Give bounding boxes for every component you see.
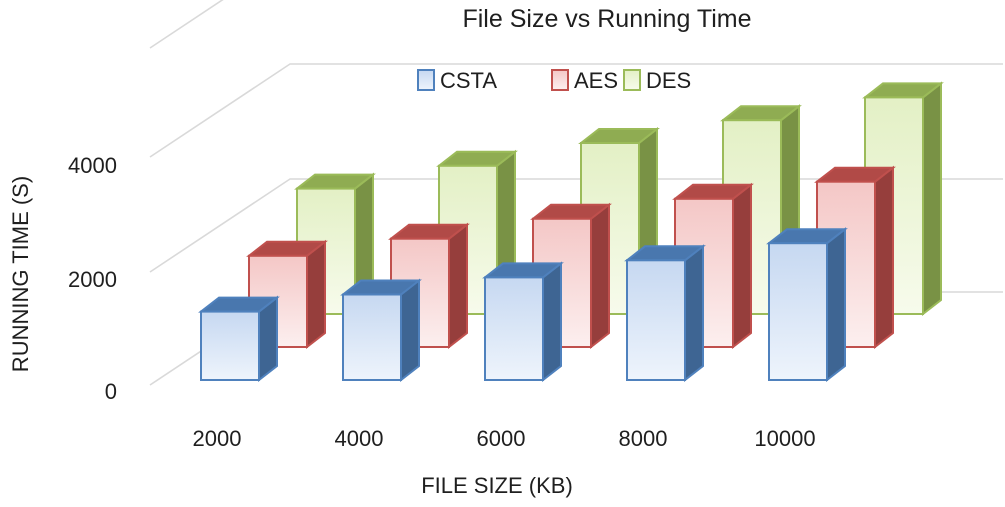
legend-label: DES — [646, 68, 691, 93]
legend: CSTA AES DES — [417, 68, 691, 93]
y-axis-ticks: 0 2000 4000 — [68, 153, 117, 404]
bar-side — [732, 182, 752, 350]
y-tick-label: 4000 — [68, 153, 117, 178]
chart-title: File Size vs Running Time — [462, 5, 751, 33]
x-axis-label: FILE SIZE (KB) — [421, 473, 573, 498]
legend-swatch — [417, 69, 435, 91]
x-axis-ticks: 2000 4000 6000 8000 10000 — [193, 426, 816, 451]
bar-side — [922, 81, 942, 317]
bar-csta-2000 — [198, 295, 280, 383]
legend-label: CSTA — [440, 68, 497, 93]
x-tick-label: 10000 — [754, 426, 815, 451]
bar-front — [200, 310, 260, 382]
bar-front — [484, 276, 544, 381]
bar-csta-10000 — [766, 227, 848, 383]
legend-item-des: DES — [623, 68, 691, 93]
bar-side — [684, 244, 704, 383]
bar-side — [400, 278, 420, 383]
bar-csta-8000 — [624, 244, 706, 383]
y-tick-label: 0 — [105, 379, 117, 404]
bar-side — [874, 165, 894, 350]
bar-csta-6000 — [482, 261, 564, 383]
bar-front — [626, 259, 686, 381]
legend-swatch — [623, 69, 641, 91]
gridline — [149, 63, 1003, 158]
gridline — [149, 0, 224, 49]
bar-csta-4000 — [340, 278, 422, 383]
bar-side — [448, 222, 468, 350]
legend-label: AES — [574, 68, 618, 93]
bar-front — [768, 242, 828, 381]
bars — [198, 81, 944, 383]
x-tick-label: 6000 — [477, 426, 526, 451]
legend-swatch — [551, 69, 569, 91]
legend-item-csta: CSTA — [417, 68, 497, 93]
bar-side — [590, 202, 610, 350]
legend-item-aes: AES — [551, 68, 618, 93]
bar-side — [542, 261, 562, 383]
y-tick-label: 2000 — [68, 267, 117, 292]
x-tick-label: 2000 — [193, 426, 242, 451]
x-tick-label: 8000 — [619, 426, 668, 451]
y-axis-label: RUNNING TIME (S) — [8, 176, 33, 372]
bar-side — [826, 227, 846, 383]
bar-front — [342, 293, 402, 381]
x-tick-label: 4000 — [335, 426, 384, 451]
bar-side — [306, 239, 326, 350]
